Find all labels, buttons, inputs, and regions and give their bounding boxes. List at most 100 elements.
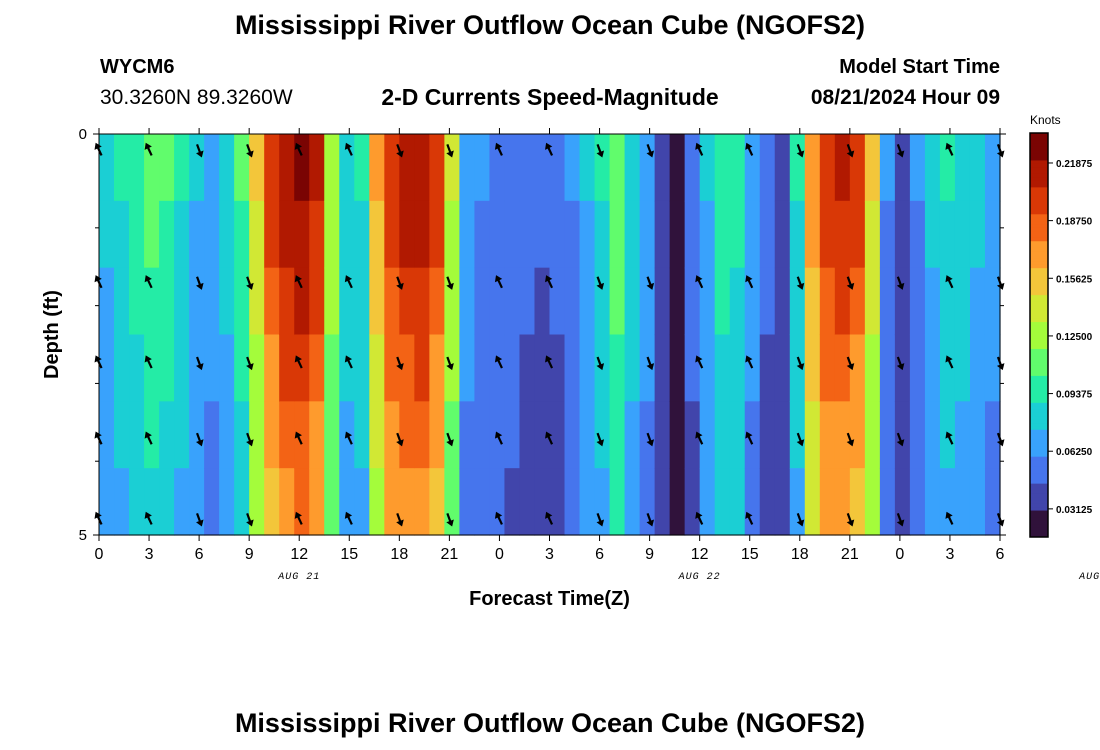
heatmap-cell bbox=[279, 267, 295, 336]
heatmap-cell bbox=[804, 334, 821, 402]
heatmap-cell bbox=[819, 468, 836, 536]
heatmap-cell bbox=[729, 334, 746, 402]
heatmap-cell bbox=[549, 267, 566, 336]
heatmap-cell bbox=[219, 267, 235, 336]
current-arrow bbox=[294, 431, 303, 445]
colorbar-segment bbox=[1030, 173, 1048, 178]
heatmap-cell bbox=[129, 468, 145, 536]
x-tick-label: 0 bbox=[95, 546, 104, 563]
heatmap-cell bbox=[609, 134, 626, 202]
heatmap-cell bbox=[114, 468, 130, 536]
colorbar-segment bbox=[1030, 287, 1048, 292]
heatmap-cell bbox=[684, 267, 701, 336]
current-arrow bbox=[896, 276, 905, 290]
heatmap-cell bbox=[579, 267, 596, 336]
heatmap-cell bbox=[774, 468, 791, 536]
current-arrow bbox=[896, 143, 905, 158]
x-tick-label: 6 bbox=[195, 546, 204, 563]
colorbar-segment bbox=[1030, 166, 1048, 171]
y-tick-label: 0 bbox=[79, 126, 87, 143]
heatmap-cell bbox=[849, 468, 866, 536]
heatmap-cell bbox=[549, 134, 566, 202]
chart-subtitle: 2-D Currents Speed-Magnitude bbox=[381, 84, 719, 110]
colorbar-segment bbox=[1030, 321, 1048, 326]
heatmap-cell bbox=[849, 134, 866, 202]
heatmap-cell bbox=[669, 200, 686, 269]
heatmap-cell bbox=[954, 134, 971, 202]
colorbar-segment bbox=[1030, 277, 1048, 282]
station-coordinates: 30.3260N 89.3260W bbox=[100, 86, 293, 109]
heatmap-cell bbox=[459, 401, 476, 469]
current-arrow bbox=[695, 431, 704, 445]
current-arrow bbox=[396, 143, 404, 158]
current-arrow bbox=[996, 356, 1005, 371]
colorbar-segment bbox=[1030, 163, 1048, 168]
heatmap-cell bbox=[714, 267, 731, 336]
date-label: AUG 22 bbox=[678, 572, 721, 583]
heatmap-cell bbox=[249, 267, 265, 336]
current-arrow bbox=[646, 276, 655, 290]
heatmap-cell bbox=[399, 334, 415, 402]
heatmap-cell bbox=[639, 134, 656, 202]
colorbar-segment bbox=[1030, 395, 1048, 400]
colorbar-segment bbox=[1030, 180, 1048, 184]
heatmap-cell bbox=[864, 267, 881, 336]
colorbar-segment bbox=[1030, 230, 1048, 235]
heatmap-cell bbox=[564, 334, 581, 402]
heatmap-cell bbox=[834, 267, 851, 336]
x-tick-label: 3 bbox=[545, 546, 554, 563]
heatmap-cell bbox=[729, 200, 746, 269]
heatmap-cell bbox=[774, 134, 791, 202]
heatmap-cell bbox=[114, 200, 130, 269]
chart-title: Mississippi River Outflow Ocean Cube (NG… bbox=[234, 10, 866, 40]
heatmap-cell bbox=[759, 200, 776, 269]
heatmap-cell bbox=[504, 200, 521, 269]
heatmap-cell bbox=[219, 334, 235, 402]
colorbar-segment bbox=[1030, 372, 1048, 376]
heatmap-cell bbox=[369, 334, 385, 402]
colorbar-tick-label: 0.06250 bbox=[1056, 447, 1093, 458]
colorbar-segment bbox=[1030, 365, 1048, 370]
heatmap-cell bbox=[594, 267, 611, 336]
colorbar-segment bbox=[1030, 415, 1048, 420]
heatmap-cell bbox=[219, 468, 235, 536]
colorbar-segment bbox=[1030, 506, 1048, 511]
colorbar-tick-label: 0.18750 bbox=[1056, 217, 1093, 228]
heatmap-cell bbox=[834, 134, 851, 202]
heatmap-cell bbox=[669, 334, 686, 402]
heatmap-cell bbox=[174, 468, 190, 536]
colorbar-segment bbox=[1030, 324, 1048, 329]
colorbar-segment bbox=[1030, 297, 1048, 302]
heatmap-cell bbox=[579, 334, 596, 402]
current-arrow bbox=[396, 432, 404, 447]
current-arrow bbox=[446, 432, 454, 447]
current-arrow bbox=[294, 355, 303, 369]
heatmap-cell bbox=[609, 401, 626, 469]
heatmap-cell bbox=[279, 134, 295, 202]
current-arrow bbox=[596, 512, 605, 527]
x-tick-label: 18 bbox=[791, 546, 809, 563]
heatmap-cell bbox=[489, 468, 506, 536]
current-arrow bbox=[646, 432, 655, 447]
colorbar-segment bbox=[1030, 439, 1048, 444]
x-tick-label: 18 bbox=[390, 546, 408, 563]
heatmap-cell bbox=[249, 134, 265, 202]
heatmap-cell bbox=[354, 468, 370, 536]
current-arrow bbox=[494, 511, 503, 525]
heatmap-cell bbox=[684, 401, 701, 469]
heatmap-cell bbox=[894, 134, 911, 202]
colorbar-segment bbox=[1030, 143, 1048, 147]
current-arrow bbox=[144, 275, 153, 289]
heatmap-cell bbox=[204, 401, 220, 469]
current-arrow bbox=[196, 432, 204, 447]
heatmap-cell bbox=[714, 200, 731, 269]
heatmap-cell bbox=[594, 401, 611, 469]
heatmap-cell bbox=[864, 134, 881, 202]
heatmap-cell bbox=[429, 401, 445, 469]
current-arrow bbox=[745, 355, 754, 369]
colorbar-tick-label: 0.12500 bbox=[1056, 332, 1093, 343]
colorbar-segment bbox=[1030, 244, 1048, 248]
colorbar-segment bbox=[1030, 499, 1048, 504]
heatmap-cell bbox=[429, 134, 445, 202]
colorbar-segment bbox=[1030, 223, 1048, 228]
